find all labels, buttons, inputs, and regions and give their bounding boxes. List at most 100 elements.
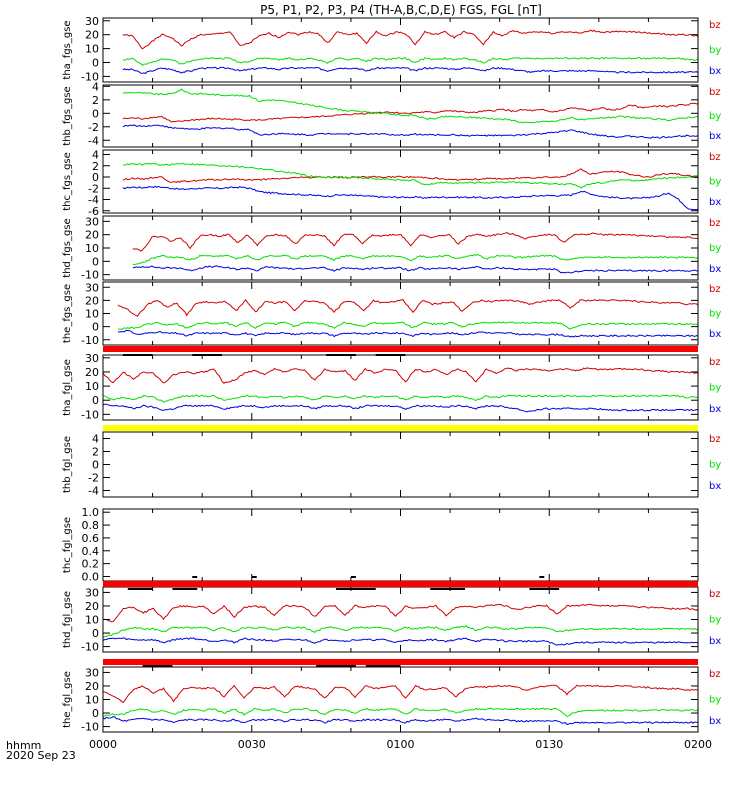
series-bx-line (102, 403, 699, 413)
y-tick-label: -10 (81, 70, 99, 83)
legend-bz: bz (709, 87, 721, 98)
y-tick-label: -10 (81, 334, 99, 347)
panel-thc_fgs_gse: 420-2-4-6 thc_fgs_gse bz by bx (62, 149, 721, 218)
status-bar-red (103, 659, 698, 665)
y-tick-label: 30 (85, 281, 99, 294)
legend-by: by (709, 111, 721, 122)
y-tick-label: 0 (92, 171, 99, 184)
time-tick-label: 0100 (387, 738, 415, 751)
status-bar-red (103, 346, 698, 352)
series-bz-line (122, 168, 698, 184)
legend-bz: bz (709, 357, 721, 368)
y-tick-label: 0.6 (82, 532, 100, 545)
y-tick-label: 4 (92, 80, 99, 93)
series-bz-line (122, 29, 699, 50)
y-tick-label: -10 (81, 269, 99, 282)
y-tick-label: 2 (92, 94, 99, 107)
y-tick-label: -10 (81, 641, 99, 654)
y-tick-label: 30 (85, 215, 99, 228)
y-axis-label: thd_fgs_gse (62, 218, 73, 277)
legend-bx: bx (709, 404, 721, 415)
y-axis-label: the_fgs_gse (62, 284, 73, 343)
y-tick-label: 0.4 (82, 545, 100, 558)
panel-frame (102, 431, 699, 498)
legend-by: by (709, 177, 721, 188)
y-tick-label: 0 (92, 627, 99, 640)
legend-bz: bz (709, 669, 721, 680)
y-tick-label: 10 (85, 614, 99, 627)
series-bz-line (102, 684, 699, 704)
y-tick-label: -10 (81, 721, 99, 734)
status-bars-group (103, 346, 698, 667)
panel-thc_fgl_gse: 1.00.80.60.40.20.0 thc_fgl_gse (62, 506, 699, 584)
y-tick-label: -4 (88, 134, 99, 147)
plot-title: P5, P1, P2, P3, P4 (TH-A,B,C,D,E) FGS, F… (260, 3, 542, 17)
series-by-line (102, 394, 699, 403)
legend-by: by (709, 243, 721, 254)
legend-bx: bx (709, 131, 721, 142)
y-tick-label: 0.0 (82, 571, 100, 584)
panel-frame (102, 281, 699, 346)
series-bx-line (102, 716, 699, 726)
y-tick-label: 0 (92, 107, 99, 120)
series-bx-line (122, 66, 699, 75)
y-tick-label: 10 (85, 308, 99, 321)
y-tick-label: 4 (92, 433, 99, 446)
legend-by: by (709, 309, 721, 320)
series-by-line (132, 253, 699, 266)
y-tick-label: -10 (81, 408, 99, 421)
legend-bz: bz (709, 434, 721, 445)
y-tick-label: 30 (85, 15, 99, 28)
series-by-line (122, 88, 699, 124)
y-tick-label: 20 (85, 229, 99, 242)
y-tick-label: -2 (88, 121, 99, 134)
y-tick-label: 20 (85, 29, 99, 42)
y-tick-label: 1.0 (82, 506, 100, 519)
y-tick-label: 10 (85, 694, 99, 707)
panel-thb_fgl_gse: 420-2-4 thb_fgl_gse bz by bx (62, 431, 721, 498)
legend-bx: bx (709, 329, 721, 340)
y-axis-label: thc_fgl_gse (62, 517, 73, 573)
y-tick-label: 0 (92, 57, 99, 70)
series-bx-line (122, 124, 699, 139)
y-tick-label: 30 (85, 586, 99, 599)
y-tick-label: 0 (92, 394, 99, 407)
y-tick-label: -6 (88, 205, 99, 218)
series-bz-line (117, 298, 699, 317)
legend-by: by (709, 695, 721, 706)
y-tick-label: 30 (85, 352, 99, 365)
series-by-line (102, 707, 699, 717)
legend-by: by (709, 45, 721, 56)
time-axis-label: hhmm (6, 739, 41, 752)
series-by-line (117, 321, 699, 330)
y-axis-label: thc_fgs_gse (62, 152, 73, 211)
y-tick-label: 20 (85, 600, 99, 613)
y-tick-label: 2 (92, 446, 99, 459)
y-axis-label: the_fgl_gse (62, 671, 73, 728)
y-tick-label: 10 (85, 380, 99, 393)
legend-bx: bx (709, 636, 721, 647)
legend-bz: bz (709, 152, 721, 163)
series-by-line (122, 162, 699, 189)
time-tick-label: 0200 (684, 738, 712, 751)
status-bar-red (103, 581, 698, 587)
series-bx-line (102, 637, 699, 646)
time-axis-date: 2020 Sep 23 (6, 749, 76, 762)
panel-frame (102, 508, 699, 582)
y-tick-label: 10 (85, 242, 99, 255)
legend-bz: bz (709, 284, 721, 295)
y-tick-label: 0.8 (82, 519, 100, 532)
time-tick-label: 0000 (89, 738, 117, 751)
time-tick-label: 0030 (238, 738, 266, 751)
series-bz-line (102, 367, 699, 384)
series-by-line (102, 624, 699, 639)
series-bx-line (132, 265, 699, 274)
y-tick-label: -4 (88, 194, 99, 207)
legend-by: by (709, 460, 721, 471)
y-tick-label: 2 (92, 160, 99, 173)
series-bz-line (102, 603, 699, 623)
